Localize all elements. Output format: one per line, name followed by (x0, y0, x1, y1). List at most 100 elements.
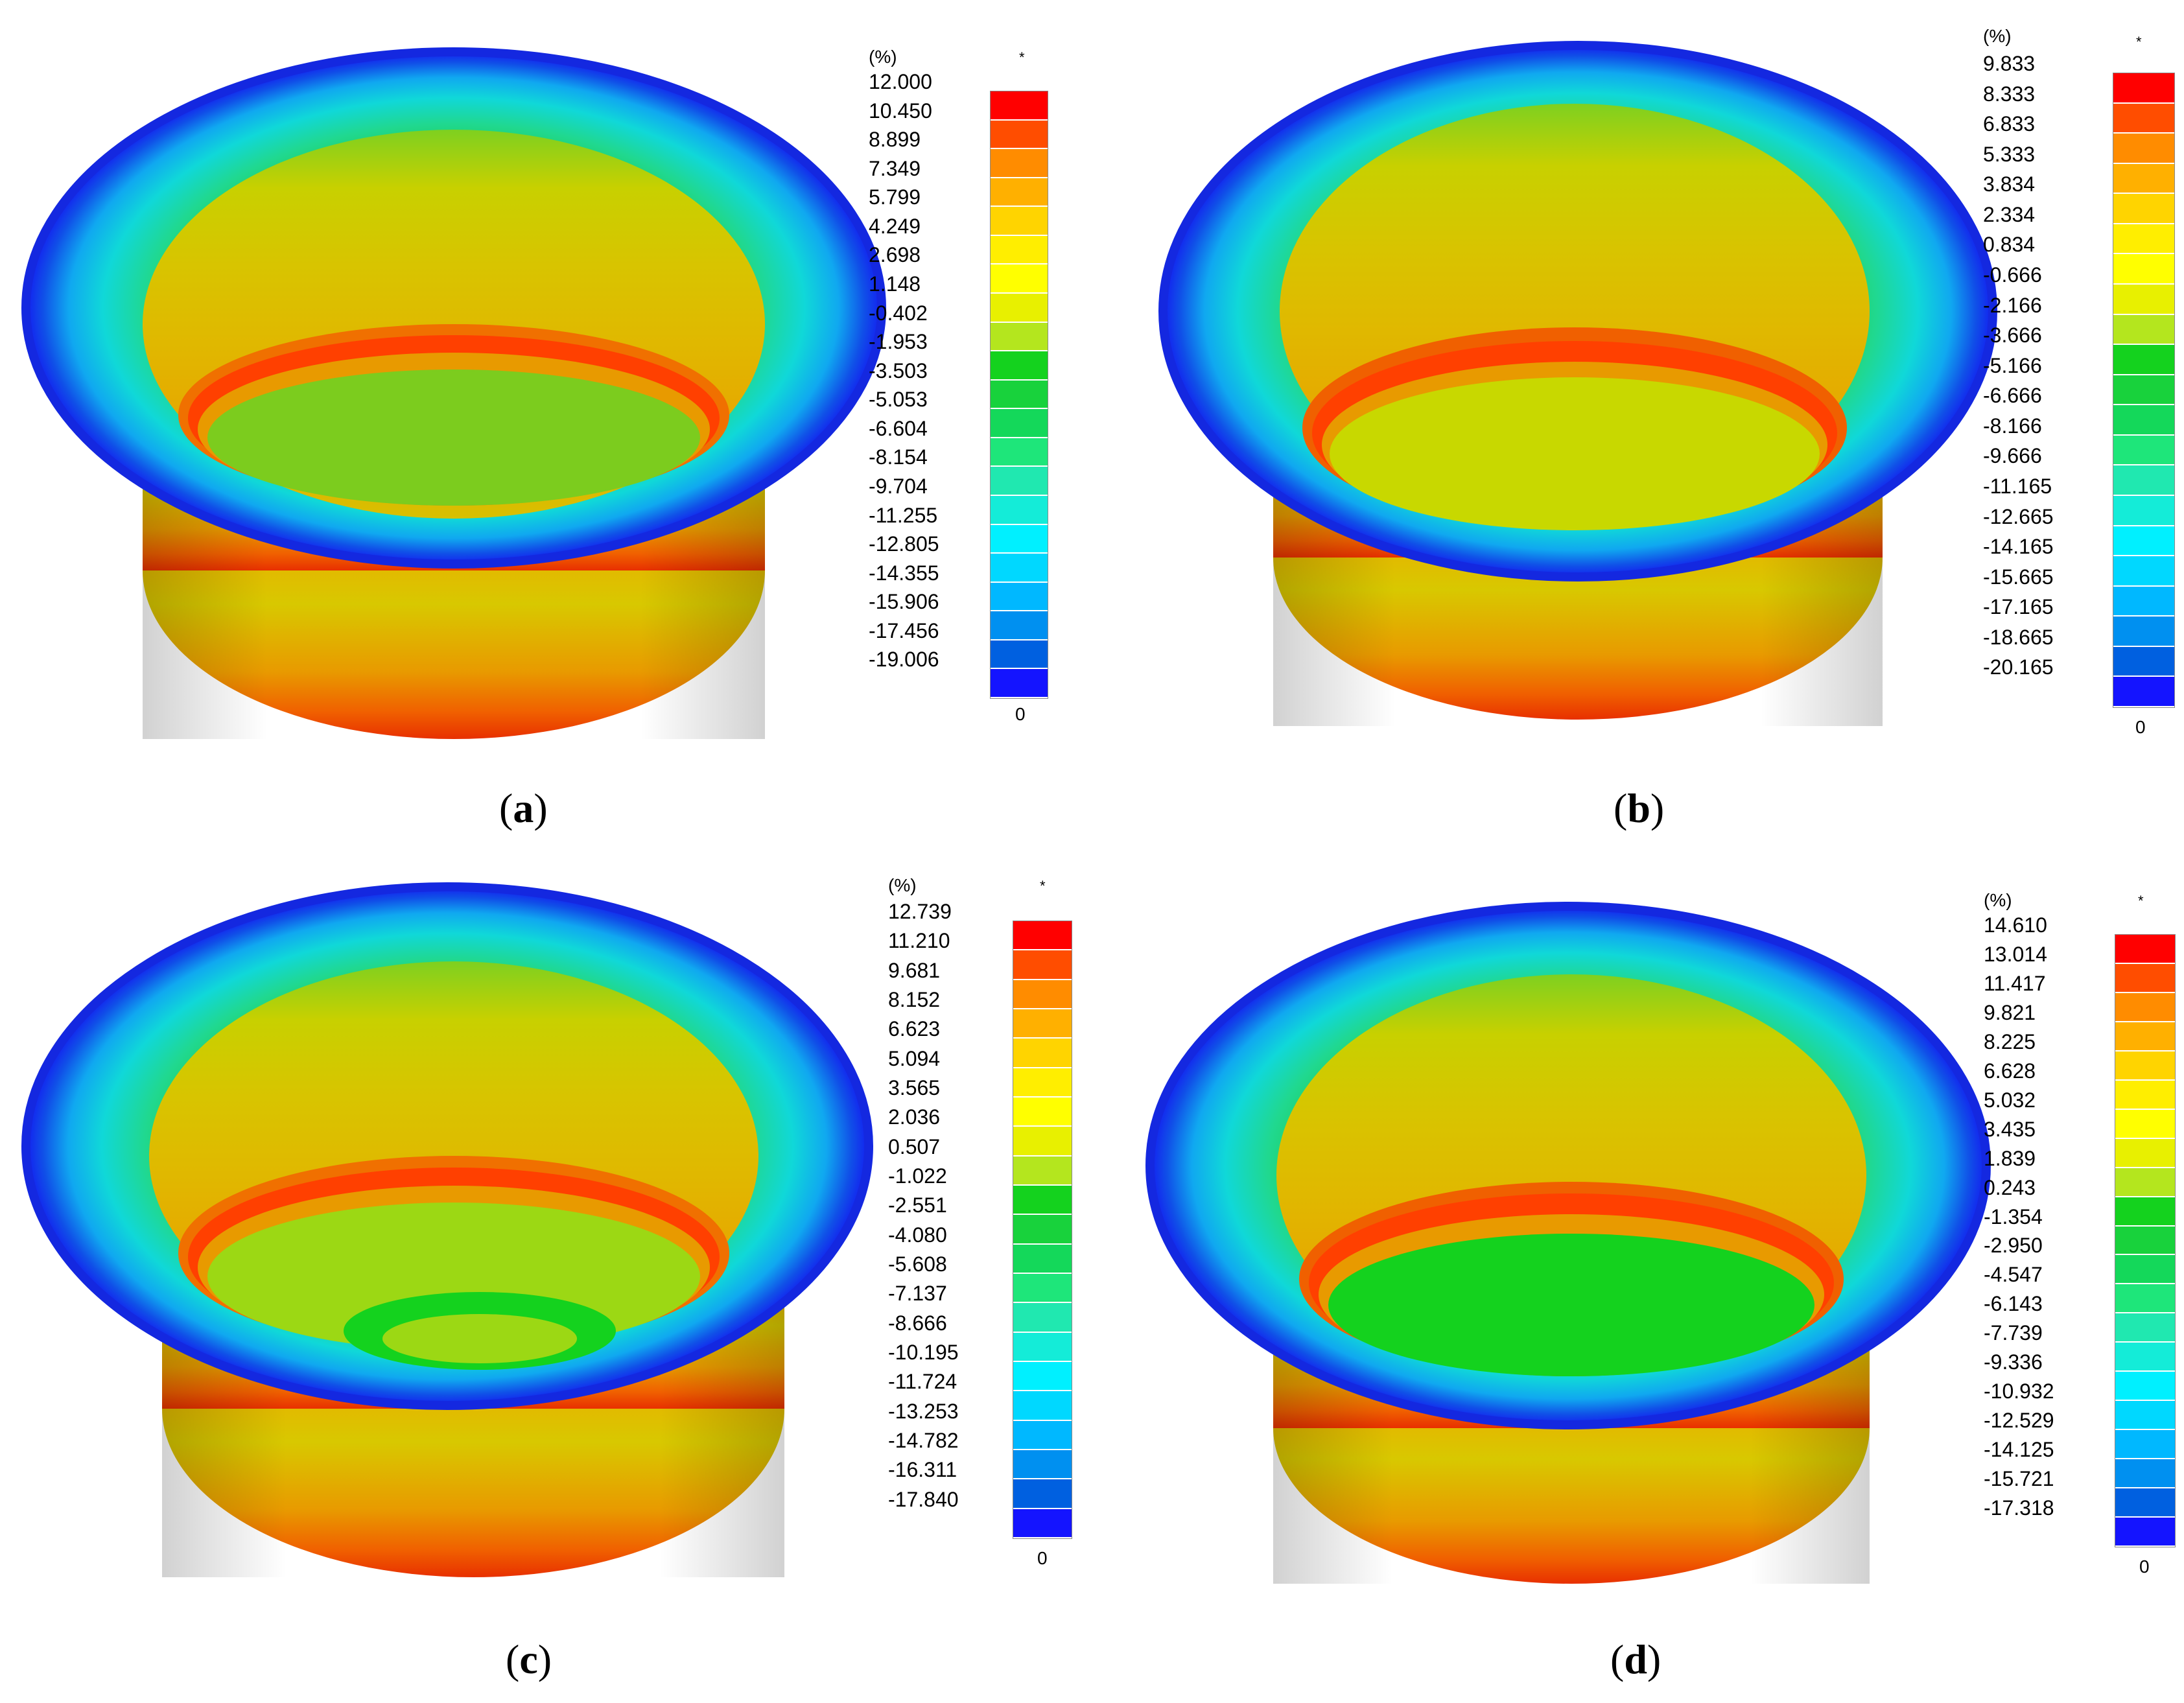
legend-color-segment (2113, 646, 2174, 677)
panel-caption-b: (b) (1614, 785, 1665, 831)
legend-color-segment (2115, 1109, 2175, 1139)
legend-color-segment (991, 554, 1048, 583)
legend-zero: 0 (1015, 704, 1026, 724)
legend-color-segment (2113, 134, 2174, 164)
legend-value-label: -18.665 (1983, 625, 2054, 649)
legend-color-segment (2113, 285, 2174, 315)
legend-unit: (%) (1984, 890, 2012, 910)
cup-contour-plot-d (1145, 902, 1991, 1584)
legend-color-segment (2113, 194, 2174, 224)
legend-value-label: 2.036 (888, 1105, 941, 1129)
legend-color-segment (2115, 1284, 2175, 1314)
legend-color-segment (2115, 1313, 2175, 1343)
legend-color-segment (991, 438, 1048, 467)
legend-color-segment (2113, 224, 2174, 255)
legend-value-label: -1.953 (869, 330, 928, 354)
legend-value-label: 4.249 (869, 214, 921, 238)
legend-zero: 0 (2139, 1556, 2150, 1577)
legend-color-segment (2113, 526, 2174, 557)
legend-value-label: 8.899 (869, 128, 921, 152)
legend-value-label: 11.210 (888, 929, 950, 953)
legend-value-label: -7.137 (888, 1282, 947, 1306)
legend-color-segment (2115, 1372, 2175, 1402)
legend-value-label: -17.456 (869, 618, 939, 642)
legend-value-label: -2.166 (1983, 293, 2042, 317)
legend-color-segment (2113, 345, 2174, 375)
legend-color-segment (1013, 1450, 1072, 1480)
legend-color-segment (1013, 1068, 1072, 1098)
legend-value-label: -17.318 (1984, 1496, 2054, 1520)
panel-caption-a: (a) (499, 785, 548, 831)
legend-color-segment (2115, 963, 2175, 993)
legend-color-segment (2113, 556, 2174, 587)
legend-value-label: 6.628 (1984, 1059, 2036, 1083)
legend-color-bar (1013, 921, 1072, 1539)
legend-color-segment (2115, 1401, 2175, 1431)
legend-color-segment (1013, 1391, 1072, 1421)
legend-value-label: 1.148 (869, 272, 921, 296)
legend-value-label: -11.255 (869, 503, 938, 527)
legend-value-label: 5.799 (869, 185, 921, 209)
legend-color-segment (991, 120, 1048, 150)
legend-color-segment (1013, 1332, 1072, 1362)
cup-contour-plot-c (21, 882, 873, 1577)
legend-color-segment (991, 496, 1048, 525)
legend-color-segment (2115, 992, 2175, 1022)
legend-color-segment (1013, 950, 1072, 980)
legend-value-label: 13.014 (1984, 942, 2047, 966)
legend-value-label: -14.165 (1983, 535, 2054, 559)
legend-color-segment (1013, 1509, 1072, 1538)
legend-value-label: -0.402 (869, 301, 928, 325)
panel-caption-c: (c) (506, 1636, 552, 1682)
legend-value-label: -2.551 (888, 1193, 947, 1217)
legend-color-segment (2115, 1459, 2175, 1489)
legend-value-label: 2.698 (869, 243, 921, 267)
legend-value-label: 9.681 (888, 958, 941, 982)
legend-value-label: -8.166 (1983, 414, 2042, 438)
panel-c: (%) * 0 12.739 11.210 9.681 8.152 6.623 5.094… (0, 851, 1092, 1702)
legend-value-label: -2.950 (1984, 1234, 2043, 1258)
legend-value-label: -9.336 (1984, 1350, 2043, 1374)
legend-color-segment (2113, 677, 2174, 707)
legend-color-segment (2113, 617, 2174, 647)
legend-value-label: -6.604 (869, 416, 928, 440)
legend-value-label: -10.195 (888, 1341, 959, 1364)
panel-b: (%) * 0 9.833 8.333 6.833 5.333 3.834 2.334 0.… (1092, 0, 2183, 851)
legend-value-label: -5.608 (888, 1252, 947, 1276)
legend-value-label: -5.166 (1983, 353, 2042, 377)
legend-value-label: -14.782 (888, 1429, 959, 1452)
legend-color-segment (2115, 1138, 2175, 1168)
color-legend-c: (%) * 0 12.739 11.210 9.681 8.152 6.623 5.094… (888, 875, 1083, 1588)
legend-color-segment (1013, 1420, 1072, 1450)
legend-color-segment (1013, 1244, 1072, 1274)
cup-contour-plot-b (1158, 41, 1997, 726)
legend-color-segment (2115, 1051, 2175, 1081)
legend-color-segment (2113, 405, 2174, 436)
legend-color-segment (991, 524, 1048, 554)
legend-value-label: -8.666 (888, 1311, 947, 1335)
legend-color-bar (2115, 934, 2176, 1547)
legend-value-label: -3.503 (869, 358, 928, 382)
legend-color-segment (2113, 254, 2174, 285)
legend-value-label: -4.080 (888, 1223, 947, 1247)
legend-value-label: -15.721 (1984, 1467, 2054, 1491)
legend-value-label: -12.805 (869, 532, 939, 556)
cup-contour-plot-a (21, 47, 886, 739)
legend-color-segment (991, 235, 1048, 265)
legend-color-segment (2115, 1255, 2175, 1285)
legend-value-label: -6.666 (1983, 384, 2042, 408)
legend-value-label: 9.833 (1983, 52, 2036, 75)
legend-color-segment (1013, 1215, 1072, 1245)
legend-value-label: 1.839 (1984, 1146, 2036, 1170)
legend-value-label: 12.739 (888, 900, 952, 923)
legend-color-segment (991, 467, 1048, 496)
legend-value-label: 7.349 (869, 156, 921, 180)
legend-color-segment (2115, 1022, 2175, 1051)
legend-value-label: 8.152 (888, 988, 941, 1011)
legend-value-label: 5.094 (888, 1046, 941, 1070)
legend-value-label: 14.610 (1984, 913, 2047, 937)
legend-value-label: -9.666 (1983, 444, 2042, 468)
legend-value-label: -17.165 (1983, 595, 2054, 619)
legend-value-label: 5.032 (1984, 1088, 2036, 1112)
legend-value-label: 6.623 (888, 1017, 941, 1041)
